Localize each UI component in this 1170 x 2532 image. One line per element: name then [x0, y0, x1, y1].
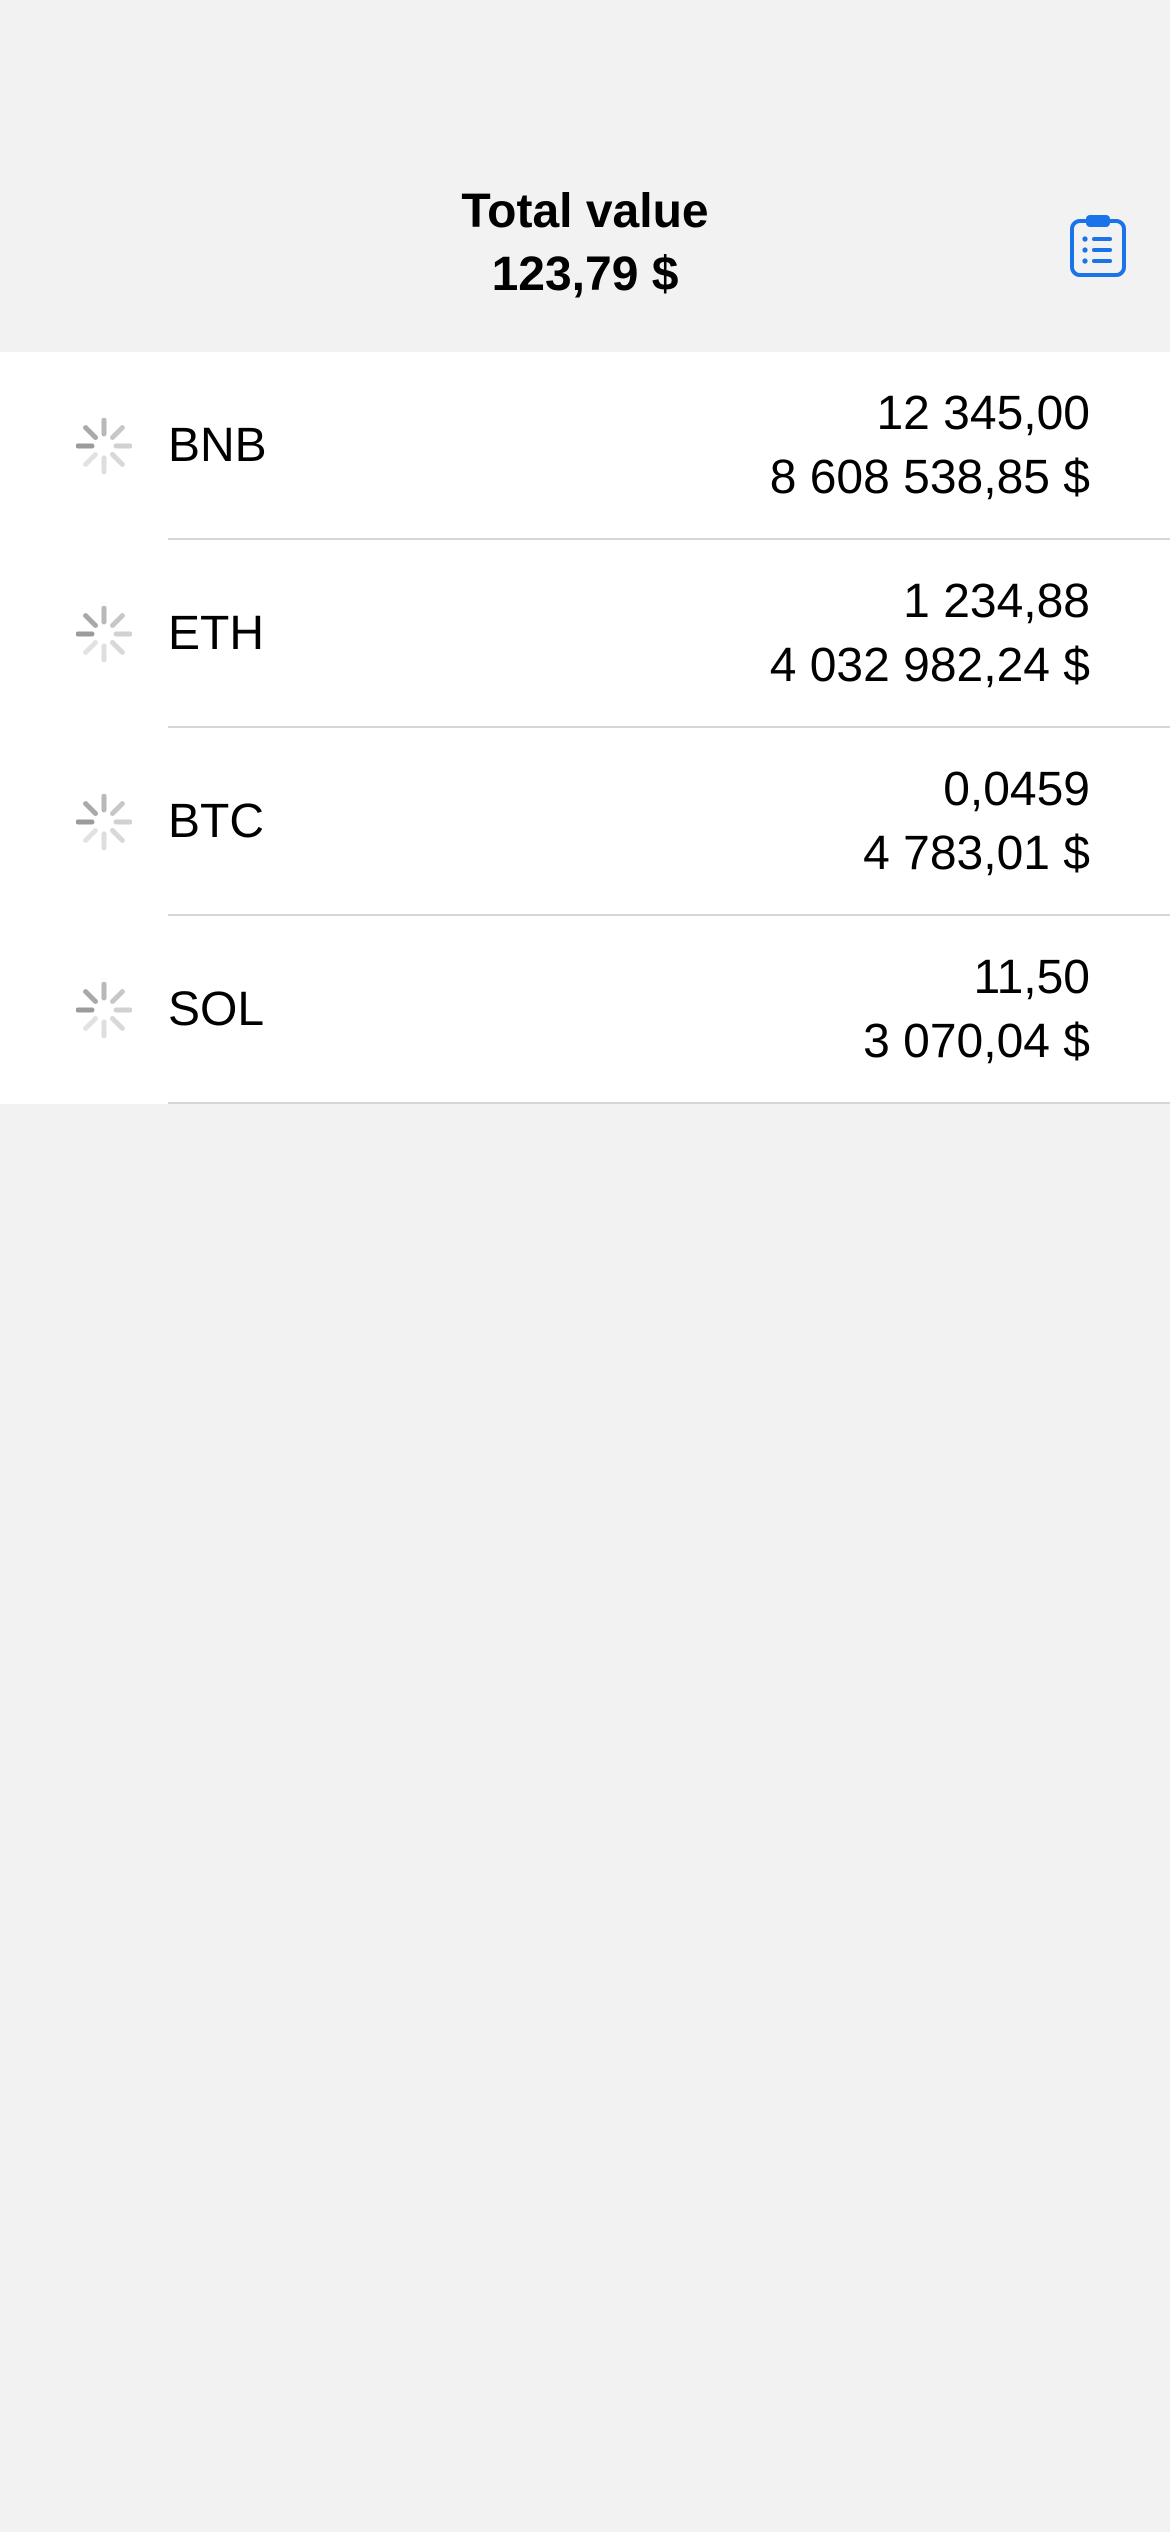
asset-symbol: SOL [168, 983, 265, 1036]
row-divider [168, 538, 1170, 540]
row-divider [168, 914, 1170, 916]
spinner-spoke [109, 425, 125, 441]
asset-value: 8 608 538,85 $ [769, 451, 1090, 504]
asset-value: 3 070,04 $ [863, 1015, 1090, 1068]
spinner-spoke [83, 989, 99, 1005]
spinner-spoke [83, 827, 99, 843]
clipboard-list-icon[interactable] [1068, 212, 1128, 278]
row-divider [168, 1102, 1170, 1104]
loading-spinner-icon [76, 606, 132, 662]
asset-amount: 12 345,00 [876, 387, 1090, 440]
asset-symbol: ETH [168, 607, 264, 660]
loading-spinner-icon [76, 794, 132, 850]
spinner-spoke [83, 639, 99, 655]
spinner-spoke [83, 801, 99, 817]
header-title: Total value [461, 185, 709, 238]
spinner-spoke [83, 613, 99, 629]
asset-row-btc[interactable]: BTC 0,0459 4 783,01 $ [0, 728, 1170, 916]
asset-row-bnb[interactable]: BNB 12 345,00 8 608 538,85 $ [0, 352, 1170, 540]
asset-value: 4 783,01 $ [863, 827, 1090, 880]
loading-spinner-icon [76, 418, 132, 474]
asset-amount: 1 234,88 [903, 575, 1090, 628]
loading-spinner-icon [76, 982, 132, 1038]
total-value: 123,79 $ [491, 248, 679, 301]
spinner-spoke [109, 801, 125, 817]
header: Total value 123,79 $ [0, 0, 1170, 352]
spinner-spoke [109, 613, 125, 629]
spinner-spoke [83, 451, 99, 467]
asset-amount: 0,0459 [943, 763, 1090, 816]
asset-list: BNB 12 345,00 8 608 538,85 $ ETH 1 234,8… [0, 352, 1170, 1104]
asset-amount: 11,50 [973, 951, 1090, 1004]
spinner-spoke [109, 451, 125, 467]
spinner-spoke [109, 989, 125, 1005]
asset-row-sol[interactable]: SOL 11,50 3 070,04 $ [0, 916, 1170, 1104]
asset-symbol: BNB [168, 419, 267, 472]
asset-value: 4 032 982,24 $ [769, 639, 1090, 692]
spinner-spoke [109, 827, 125, 843]
asset-symbol: BTC [168, 795, 264, 848]
spinner-spoke [83, 1015, 99, 1031]
asset-row-eth[interactable]: ETH 1 234,88 4 032 982,24 $ [0, 540, 1170, 728]
spinner-spoke [83, 425, 99, 441]
spinner-spoke [109, 639, 125, 655]
row-divider [168, 726, 1170, 728]
spinner-spoke [109, 1015, 125, 1031]
